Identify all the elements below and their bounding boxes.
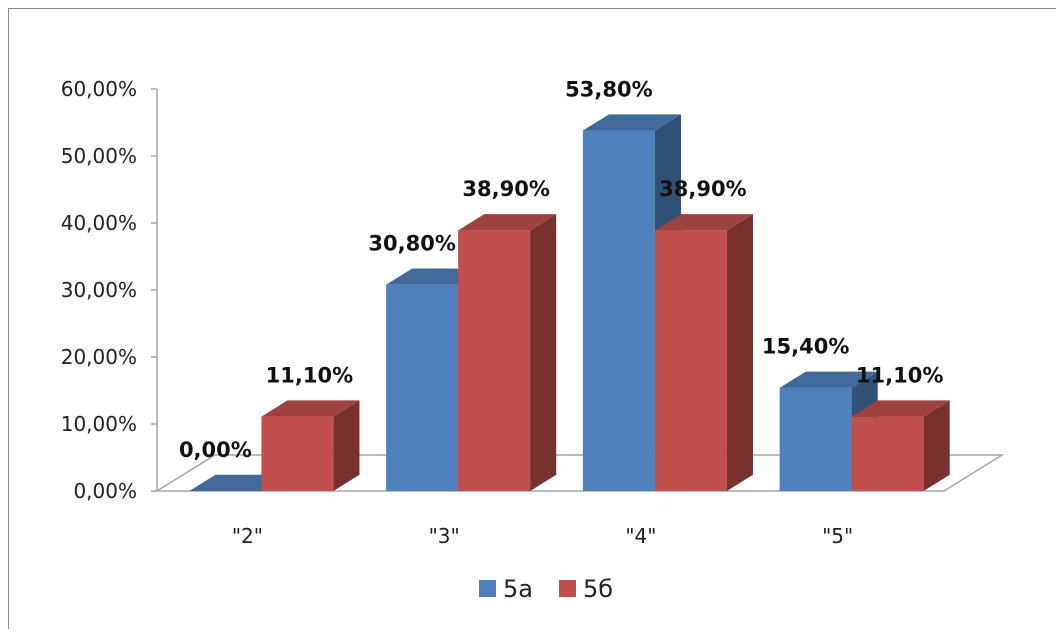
bar-side [726, 214, 753, 492]
bar-top [654, 214, 753, 231]
y-tick-label: 20,00% [61, 345, 137, 369]
bar-top [851, 400, 950, 417]
x-tick-label: "5" [822, 524, 853, 548]
data-label: 53,80% [565, 77, 652, 101]
bar-front [458, 230, 531, 491]
data-label: 11,10% [856, 363, 943, 387]
bar-front [582, 130, 655, 491]
legend: 5а 5б [479, 575, 613, 603]
data-label: 38,90% [659, 177, 746, 201]
bar-1-1 [458, 214, 557, 492]
data-label: 11,10% [266, 363, 353, 387]
x-tick-label: "4" [625, 524, 656, 548]
bar-1-3 [851, 400, 950, 491]
y-tick-label: 60,00% [61, 77, 137, 101]
data-label: 38,90% [462, 177, 549, 201]
bar-side [923, 400, 950, 491]
bar-front [261, 416, 334, 491]
legend-label: 5а [503, 575, 533, 603]
y-axis: 0,00% 10,00% 20,00% 30,00% 40,00% 50,00% 60,00… [61, 77, 158, 503]
data-label: 0,00% [179, 438, 252, 462]
bar-front [779, 387, 852, 491]
bar-1-0 [261, 400, 360, 491]
bar-top [458, 214, 557, 231]
legend-swatch [559, 580, 576, 597]
bar-top [779, 371, 878, 388]
bar-front [654, 230, 727, 491]
chart-frame: 0,00% 10,00% 20,00% 30,00% 40,00% 50,00% 60,00… [8, 8, 1056, 629]
bar-chart: 0,00% 10,00% 20,00% 30,00% 40,00% 50,00% 60,00… [61, 77, 1005, 603]
bar-side [333, 400, 360, 491]
bar-top [261, 400, 360, 417]
bar-top [582, 114, 681, 131]
bar-front [851, 416, 924, 491]
bars [189, 114, 950, 492]
data-label: 30,80% [368, 231, 455, 255]
bar-front [386, 284, 459, 491]
legend-item-0: 5а [479, 575, 533, 603]
x-axis: "2" "3" "4" "5" [232, 524, 853, 548]
y-tick-label: 10,00% [61, 412, 137, 436]
y-tick-label: 0,00% [73, 479, 137, 503]
legend-label: 5б [583, 575, 613, 603]
bar-1-2 [654, 214, 753, 492]
y-tick-label: 40,00% [61, 211, 137, 235]
legend-swatch [479, 580, 496, 597]
data-labels: 0,00% 11,10% 30,80% 38,90% 53,80% 38,90% 15,40… [179, 77, 943, 461]
data-label: 15,40% [762, 335, 849, 359]
x-tick-label: "3" [429, 524, 460, 548]
y-tick-label: 50,00% [61, 144, 137, 168]
x-tick-label: "2" [232, 524, 263, 548]
bar-side [530, 214, 557, 492]
y-tick-label: 30,00% [61, 278, 137, 302]
legend-item-1: 5б [559, 575, 613, 603]
